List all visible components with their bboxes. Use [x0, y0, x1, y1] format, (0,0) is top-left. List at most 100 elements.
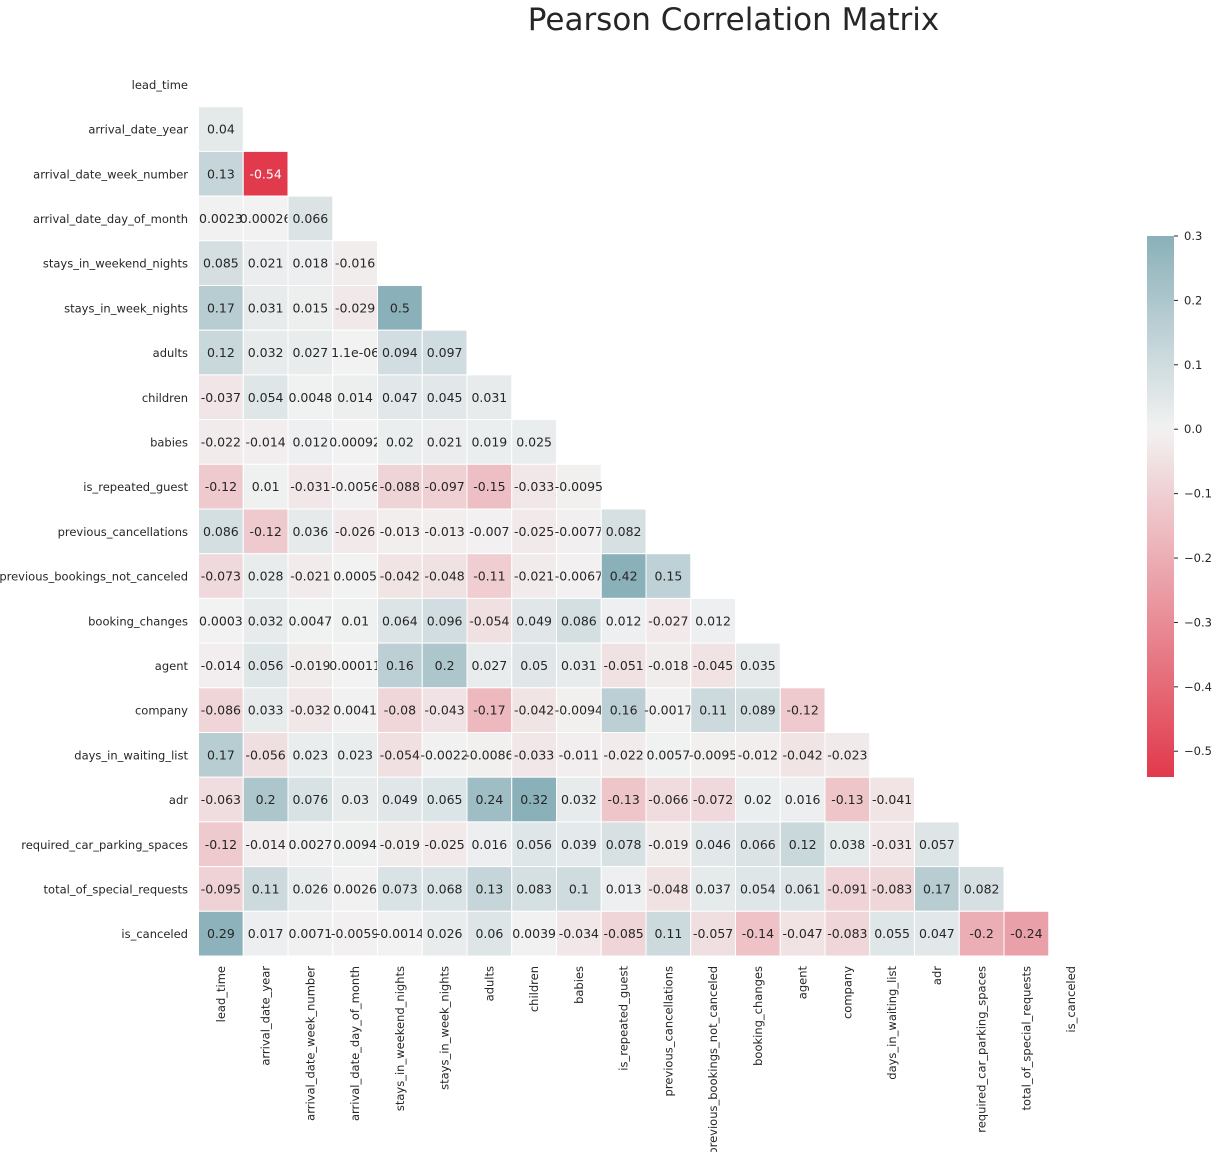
- cell-value-label: 0.026: [292, 881, 328, 896]
- cell-value-label: -0.048: [648, 881, 688, 896]
- cell-value-label: -0.0077: [555, 524, 603, 539]
- row-label: previous_bookings_not_canceled: [0, 570, 188, 584]
- cell-value-label: 0.032: [561, 792, 597, 807]
- cell-value-label: -0.0017: [644, 703, 692, 718]
- cell-value-label: -0.095: [201, 881, 241, 896]
- cell-value-label: 0.031: [248, 300, 284, 315]
- column-label: previous_bookings_not_canceled: [706, 966, 720, 1152]
- cell-value-label: 0.0071: [289, 926, 333, 941]
- colorbar-tick-label: −0.2: [1184, 551, 1212, 565]
- cell-value-label: 0.13: [207, 166, 235, 181]
- cell-value-label: -0.025: [424, 837, 464, 852]
- cell-value-label: 0.17: [923, 881, 951, 896]
- heatmap-cell: [377, 463, 423, 510]
- cell-value-label: -0.08: [384, 703, 416, 718]
- colorbar: [1147, 236, 1174, 777]
- row-label: adr: [169, 793, 188, 807]
- heatmap-cell: [690, 687, 736, 733]
- cell-value-label: -0.011: [559, 747, 599, 762]
- cell-value-label: -0.023: [827, 747, 867, 762]
- heatmap-cell: [287, 240, 334, 287]
- heatmap-cell: [287, 687, 334, 733]
- cell-value-label: -0.037: [201, 390, 241, 405]
- heatmap-cell: [287, 553, 334, 599]
- heatmap-cell: [511, 910, 557, 957]
- cell-value-label: 0.016: [471, 837, 507, 852]
- cell-value-label: -0.034: [559, 926, 599, 941]
- cell-value-label: 0.082: [964, 881, 1000, 896]
- row-label: stays_in_week_nights: [64, 301, 188, 315]
- heatmap-cell: [735, 776, 781, 823]
- heatmap-cell: [198, 329, 244, 376]
- heatmap-cell: [421, 821, 468, 868]
- heatmap-cell: [735, 910, 781, 957]
- cell-value-label: 0.0026: [333, 881, 377, 896]
- heatmap-cell: [242, 732, 289, 778]
- cell-value-label: 0.068: [427, 881, 463, 896]
- cell-value-label: 0.073: [382, 881, 418, 896]
- cell-value-label: -0.019: [648, 837, 688, 852]
- cell-value-label: 0.049: [516, 613, 552, 628]
- cell-value-label: 0.01: [252, 479, 280, 494]
- cell-value-label: 0.1: [569, 881, 589, 896]
- heatmap-cell: [466, 597, 513, 644]
- heatmap-cell: [332, 508, 378, 555]
- column-label: adults: [482, 966, 496, 1001]
- cell-value-label: 0.096: [427, 613, 463, 628]
- cell-value-label: 0.032: [248, 613, 284, 628]
- column-label: stays_in_weekend_nights: [393, 966, 407, 1111]
- cell-value-label: -0.0095: [555, 479, 603, 494]
- cell-value-label: 0.045: [427, 390, 463, 405]
- heatmap-cell: [556, 508, 602, 555]
- heatmap-cell: [287, 374, 334, 421]
- heatmap-cell: [242, 419, 289, 465]
- cell-value-label: 0.056: [516, 837, 552, 852]
- cell-value-label: 0.017: [248, 926, 284, 941]
- heatmap-cell: [377, 687, 423, 733]
- heatmap-cell: [332, 642, 378, 689]
- cell-value-label: 0.083: [516, 881, 552, 896]
- cell-value-label: -0.025: [514, 524, 554, 539]
- row-label: arrival_date_year: [88, 123, 188, 137]
- cell-value-label: 0.019: [471, 434, 507, 449]
- cell-value-label: 0.065: [427, 792, 463, 807]
- cell-value-label: -0.0086: [465, 747, 513, 762]
- cell-value-label: 0.16: [610, 703, 638, 718]
- heatmap-cell: [198, 866, 244, 912]
- heatmap-cell: [466, 776, 513, 823]
- cell-value-label: 0.015: [292, 300, 328, 315]
- cell-value-label: 0.5: [390, 300, 410, 315]
- cell-value-label: -0.047: [782, 926, 822, 941]
- heatmap-cell: [198, 821, 244, 868]
- cell-value-label: -0.0067: [555, 569, 603, 584]
- row-label: children: [142, 391, 188, 405]
- cell-value-label: -0.0056: [331, 479, 379, 494]
- cell-value-label: 0.12: [207, 345, 235, 360]
- cell-value-label: -0.085: [603, 926, 643, 941]
- heatmap-cell: [198, 776, 244, 823]
- cell-value-label: -0.091: [827, 881, 867, 896]
- cell-value-label: 0.13: [475, 881, 503, 896]
- cell-value-label: 0.082: [606, 524, 642, 539]
- heatmap-cell: [198, 642, 244, 689]
- cell-value-label: -0.032: [290, 703, 330, 718]
- cell-value-label: 0.0023: [199, 211, 243, 226]
- heatmap-cell: [511, 463, 557, 510]
- cell-value-label: 0.32: [520, 792, 548, 807]
- cell-value-label: 0.027: [292, 345, 328, 360]
- cell-value-label: 0.15: [654, 569, 682, 584]
- cell-value-label: -0.054: [380, 747, 420, 762]
- heatmap-cell: [287, 329, 334, 376]
- heatmap-cell: [198, 150, 244, 197]
- cell-value-label: -0.072: [693, 792, 733, 807]
- cell-value-label: -0.13: [831, 792, 863, 807]
- cell-value-label: 0.17: [207, 300, 235, 315]
- cell-value-label: 0.29: [207, 926, 235, 941]
- cell-value-label: -0.021: [514, 569, 554, 584]
- cell-value-label: 0.021: [248, 256, 284, 271]
- cell-value-label: -0.12: [205, 837, 237, 852]
- cell-value-label: 0.039: [561, 837, 597, 852]
- row-label: is_repeated_guest: [83, 480, 188, 494]
- heatmap-cell: [332, 553, 378, 599]
- heatmap-cell: [556, 553, 602, 599]
